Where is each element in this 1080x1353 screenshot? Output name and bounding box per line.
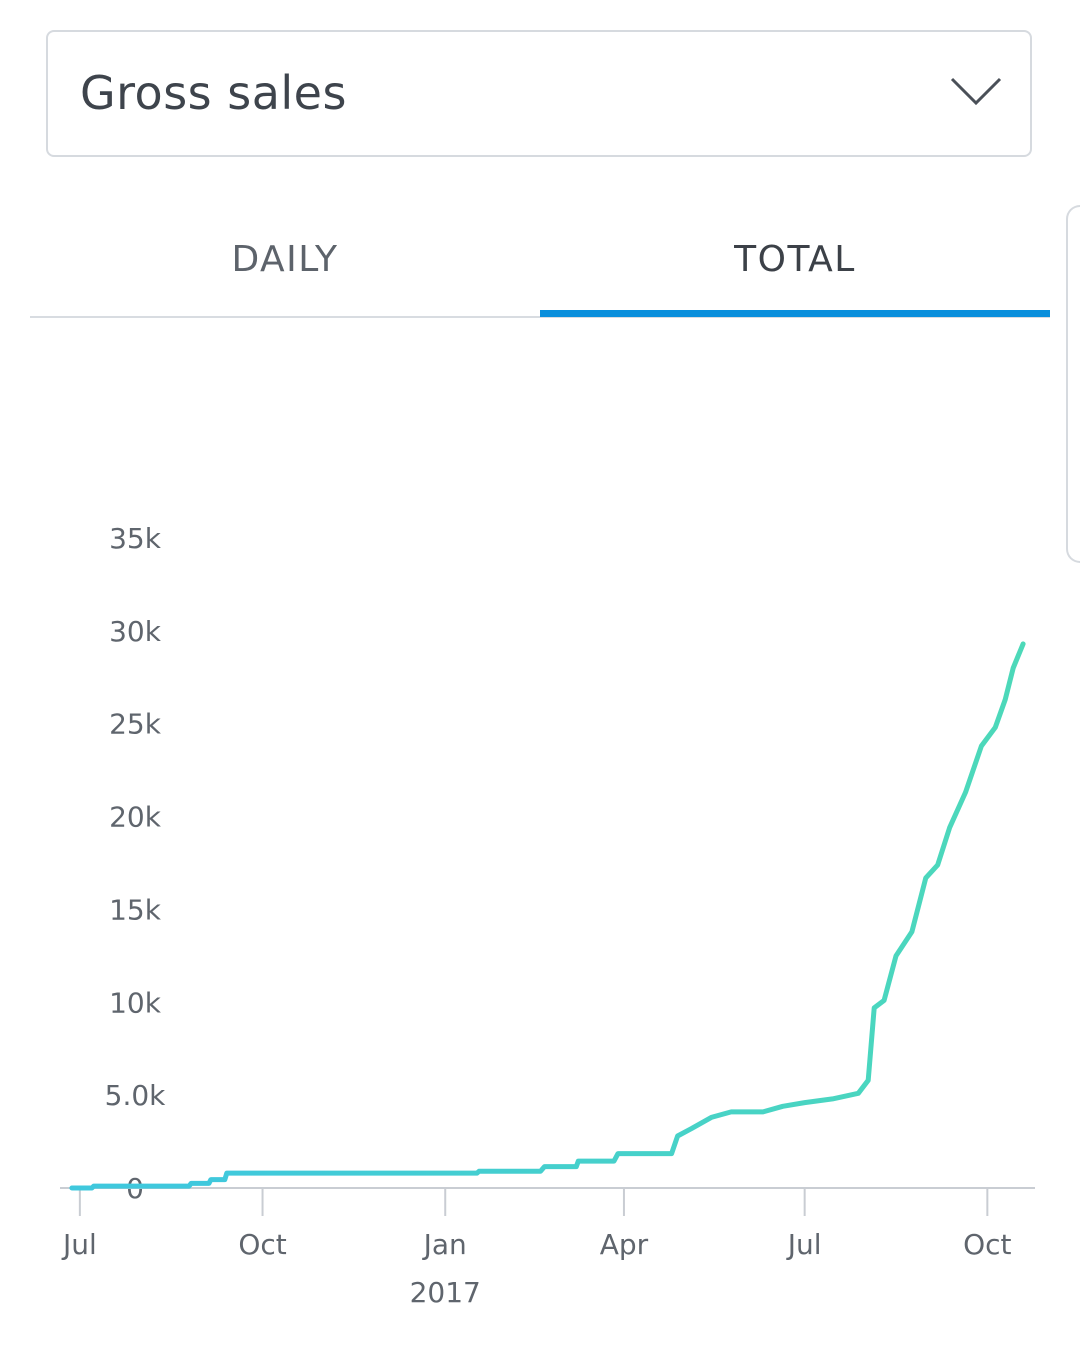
tab-divider [30, 316, 1050, 318]
x-year-label: 2017 [410, 1276, 481, 1309]
active-tab-indicator [540, 310, 1050, 317]
plot-area [69, 641, 1026, 1191]
gross-sales-line [69, 641, 1026, 1191]
y-tick-label: 35k [109, 522, 162, 555]
chevron-down-icon [950, 77, 1002, 106]
tab-daily[interactable]: DAILY [231, 239, 339, 280]
x-tick-label: Oct [963, 1228, 1011, 1261]
x-tick-label: Oct [238, 1228, 286, 1261]
y-tick-label: 5.0k [105, 1079, 167, 1112]
metric-dropdown[interactable]: Gross sales [46, 30, 1032, 157]
tab-bar: DAILY TOTAL [30, 200, 1050, 320]
y-tick-label: 10k [109, 986, 162, 1019]
y-tick-label: 30k [109, 615, 162, 648]
y-tick-label: 20k [109, 801, 162, 834]
metric-dropdown-value: Gross sales [80, 66, 347, 120]
y-tick-label: 15k [109, 893, 162, 926]
x-tick-label: Jul [61, 1228, 97, 1261]
x-tick-label: Jan [422, 1228, 467, 1261]
y-tick-label: 25k [109, 708, 162, 741]
x-tick-label: Jul [786, 1228, 822, 1261]
tab-total[interactable]: TOTAL [734, 239, 856, 280]
x-axis: Jul Oct Jan Apr Jul Oct 2017 [60, 1187, 1035, 1309]
x-tick-label: Apr [600, 1228, 649, 1261]
